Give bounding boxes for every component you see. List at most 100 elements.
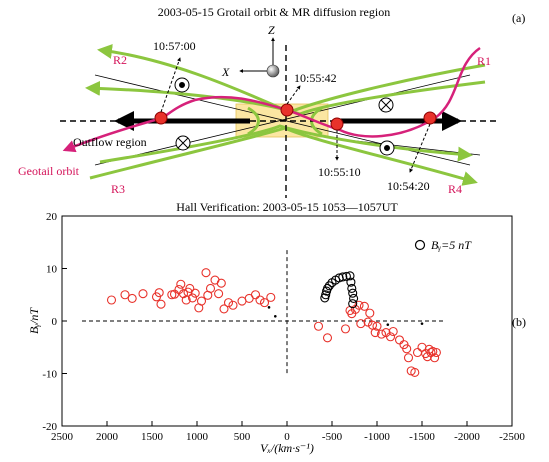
point-s0-24 bbox=[216, 278, 226, 288]
x-tick-label-10: -2500 bbox=[499, 431, 525, 443]
x-tick-label-6: -500 bbox=[322, 431, 343, 443]
point-s1-20 bbox=[402, 344, 412, 354]
point-s1-7 bbox=[356, 319, 366, 329]
point-s0-8 bbox=[169, 289, 180, 299]
y-tick-label-1: -10 bbox=[42, 369, 57, 381]
x-tick-label-4: 500 bbox=[234, 431, 251, 443]
legend-label: Bᵧ=5 nT bbox=[431, 238, 472, 252]
point-s1-13 bbox=[372, 321, 382, 331]
point-s0-27 bbox=[228, 300, 238, 310]
time-pointers bbox=[160, 57, 431, 173]
point-s2-15 bbox=[348, 299, 358, 309]
point-s2-11 bbox=[346, 277, 356, 287]
x-tick-label-2: 1500 bbox=[141, 431, 164, 443]
point-s0-25 bbox=[219, 304, 229, 314]
panel-a-title: 2003-05-15 Grotail orbit & MR diffusion … bbox=[158, 5, 390, 19]
point-s1-1 bbox=[322, 333, 333, 343]
y-tick-label-4: 20 bbox=[46, 211, 58, 223]
coordinate-axes: Z X bbox=[221, 23, 280, 79]
y-tick-label-3: 10 bbox=[46, 264, 58, 276]
x-axis: 2500 2000 1500 1000 500 0 -500 -1000 -1500 -2000 -… bbox=[51, 421, 525, 443]
y-axis-label: Bᵧ/nT bbox=[27, 307, 41, 334]
legend-marker bbox=[414, 239, 426, 251]
region-r3: R3 bbox=[111, 182, 125, 196]
point-s3-2 bbox=[386, 323, 390, 326]
time-label-2: 10:55:42 bbox=[294, 71, 337, 85]
point-s0-19 bbox=[201, 268, 211, 278]
point-s3-3 bbox=[420, 322, 424, 325]
point-s2-10 bbox=[345, 271, 355, 281]
chart-title: Hall Verification: 2003-05-15 1053—1057U… bbox=[176, 200, 398, 214]
x-axis-label: Vₓ/(km·s⁻¹) bbox=[260, 441, 314, 455]
point-s0-33 bbox=[266, 292, 276, 302]
point-s2-7 bbox=[334, 273, 344, 283]
point-s0-5 bbox=[154, 288, 164, 298]
point-s2-8 bbox=[338, 272, 348, 282]
point-s1-24 bbox=[412, 347, 423, 358]
point-s2-1 bbox=[321, 290, 331, 300]
point-s0-6 bbox=[156, 299, 166, 309]
point-s1-14 bbox=[376, 329, 387, 339]
y-tick-label-2: 0 bbox=[52, 316, 58, 328]
point-s2-4 bbox=[324, 281, 334, 291]
point-s2-12 bbox=[347, 283, 357, 294]
point-s0-31 bbox=[255, 295, 265, 305]
x-tick-label-5: 0 bbox=[284, 431, 290, 443]
point-s1-2 bbox=[340, 324, 351, 334]
axis-z-label: Z bbox=[268, 23, 275, 37]
point-s1-23 bbox=[410, 367, 420, 378]
point-s0-1 bbox=[120, 290, 130, 300]
point-s2-9 bbox=[341, 271, 351, 281]
point-s0-15 bbox=[187, 293, 198, 303]
time-label-3: 10:55:10 bbox=[318, 165, 361, 179]
point-s1-17 bbox=[388, 326, 398, 337]
point-s0-18 bbox=[196, 296, 207, 306]
point-s0-16 bbox=[190, 288, 200, 298]
point-s1-8 bbox=[359, 301, 369, 311]
x-tick-label-7: -1000 bbox=[364, 431, 390, 443]
point-s0-3 bbox=[138, 289, 148, 299]
panel-b-label: (b) bbox=[512, 315, 526, 329]
x-tick-label-0: 2500 bbox=[51, 431, 74, 443]
point-s1-0 bbox=[313, 321, 324, 331]
point-s3-0 bbox=[267, 306, 271, 309]
point-s0-21 bbox=[205, 283, 216, 294]
geotail-orbit-label: Geotail orbit bbox=[18, 164, 80, 178]
point-s1-16 bbox=[385, 332, 396, 342]
time-label-1: 10:57:00 bbox=[153, 39, 196, 53]
point-s2-14 bbox=[349, 293, 359, 303]
outflow-region-label: Outflow region bbox=[73, 135, 147, 149]
point-s2-13 bbox=[348, 288, 358, 298]
point-s1-31 bbox=[430, 353, 440, 363]
x-tick-label-9: -2000 bbox=[454, 431, 480, 443]
region-r1: R1 bbox=[477, 54, 491, 68]
point-s1-10 bbox=[365, 308, 375, 318]
y-tick-label-0: -20 bbox=[42, 421, 57, 433]
x-tick-label-3: 1000 bbox=[186, 431, 209, 443]
point-s1-18 bbox=[394, 335, 405, 345]
panel-a-label: (a) bbox=[512, 11, 525, 25]
field-direction-symbols bbox=[174, 77, 395, 156]
x-tick-label-1: 2000 bbox=[96, 431, 119, 443]
point-s0-11 bbox=[178, 289, 189, 299]
point-s0-26 bbox=[223, 298, 234, 308]
point-s1-21 bbox=[403, 353, 414, 363]
point-s2-3 bbox=[322, 283, 333, 294]
point-s1-30 bbox=[428, 346, 438, 357]
reference-lines bbox=[82, 250, 446, 374]
region-r4: R4 bbox=[448, 182, 462, 196]
legend: Bᵧ=5 nT bbox=[414, 238, 472, 252]
time-label-4: 10:54:20 bbox=[387, 179, 430, 193]
point-s1-6 bbox=[354, 300, 364, 310]
point-s1-32 bbox=[431, 347, 441, 358]
point-s3-1 bbox=[274, 314, 277, 318]
point-s0-10 bbox=[176, 279, 186, 289]
point-s1-12 bbox=[370, 327, 380, 338]
axis-x-label: X bbox=[221, 65, 230, 79]
data-points bbox=[106, 268, 441, 378]
y-axis: -20 -10 0 10 20 bbox=[42, 211, 67, 433]
point-s0-30 bbox=[250, 290, 261, 300]
diffusion-region-diagram: 2003-05-15 Grotail orbit & MR diffusion … bbox=[18, 5, 525, 198]
point-s0-32 bbox=[259, 298, 270, 308]
point-s0-23 bbox=[214, 289, 224, 299]
